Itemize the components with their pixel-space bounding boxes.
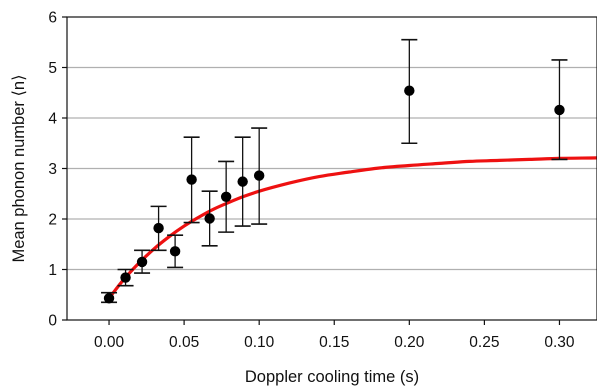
data-point xyxy=(554,104,565,116)
fit-curve-layer xyxy=(107,156,597,300)
y-tick-label: 3 xyxy=(48,161,57,178)
x-tick-label: 0.15 xyxy=(319,334,349,351)
data-point xyxy=(103,293,115,304)
data-point xyxy=(237,176,248,187)
y-tick-label: 5 xyxy=(48,60,57,77)
y-ticks: 0 1 2 3 4 5 6 xyxy=(48,10,67,330)
data-point xyxy=(253,170,265,181)
data-point xyxy=(404,85,415,96)
data-point xyxy=(169,246,181,257)
x-ticks: 0.00 0.05 0.10 0.15 0.20 0.25 0.30 xyxy=(94,320,575,351)
x-tick-label: 0.30 xyxy=(544,334,575,351)
y-tick-label: 1 xyxy=(48,262,57,279)
x-tick-label: 0.00 xyxy=(94,334,125,351)
x-tick-label: 0.25 xyxy=(469,334,499,351)
fit-curve xyxy=(107,156,597,300)
y-axis-label: Mean phonon number ⟨n⟩ xyxy=(10,74,28,262)
y-tick-label: 4 xyxy=(48,111,57,128)
x-tick-label: 0.05 xyxy=(169,334,199,351)
data-point xyxy=(136,256,148,268)
y-tick-label: 2 xyxy=(48,212,57,229)
y-tick-label: 0 xyxy=(48,313,57,330)
errorbar-layer xyxy=(101,38,568,304)
data-point xyxy=(120,272,131,283)
y-tick-label: 6 xyxy=(48,10,57,27)
x-tick-label: 0.10 xyxy=(244,334,275,351)
data-point xyxy=(204,213,215,224)
x-axis-label: Doppler cooling time (s) xyxy=(245,368,419,386)
gridlines xyxy=(67,66,597,271)
x-tick-label: 0.20 xyxy=(394,334,425,351)
data-point xyxy=(186,174,197,185)
data-point xyxy=(220,191,232,202)
data-point xyxy=(153,222,164,234)
data-point-layer xyxy=(103,85,565,304)
